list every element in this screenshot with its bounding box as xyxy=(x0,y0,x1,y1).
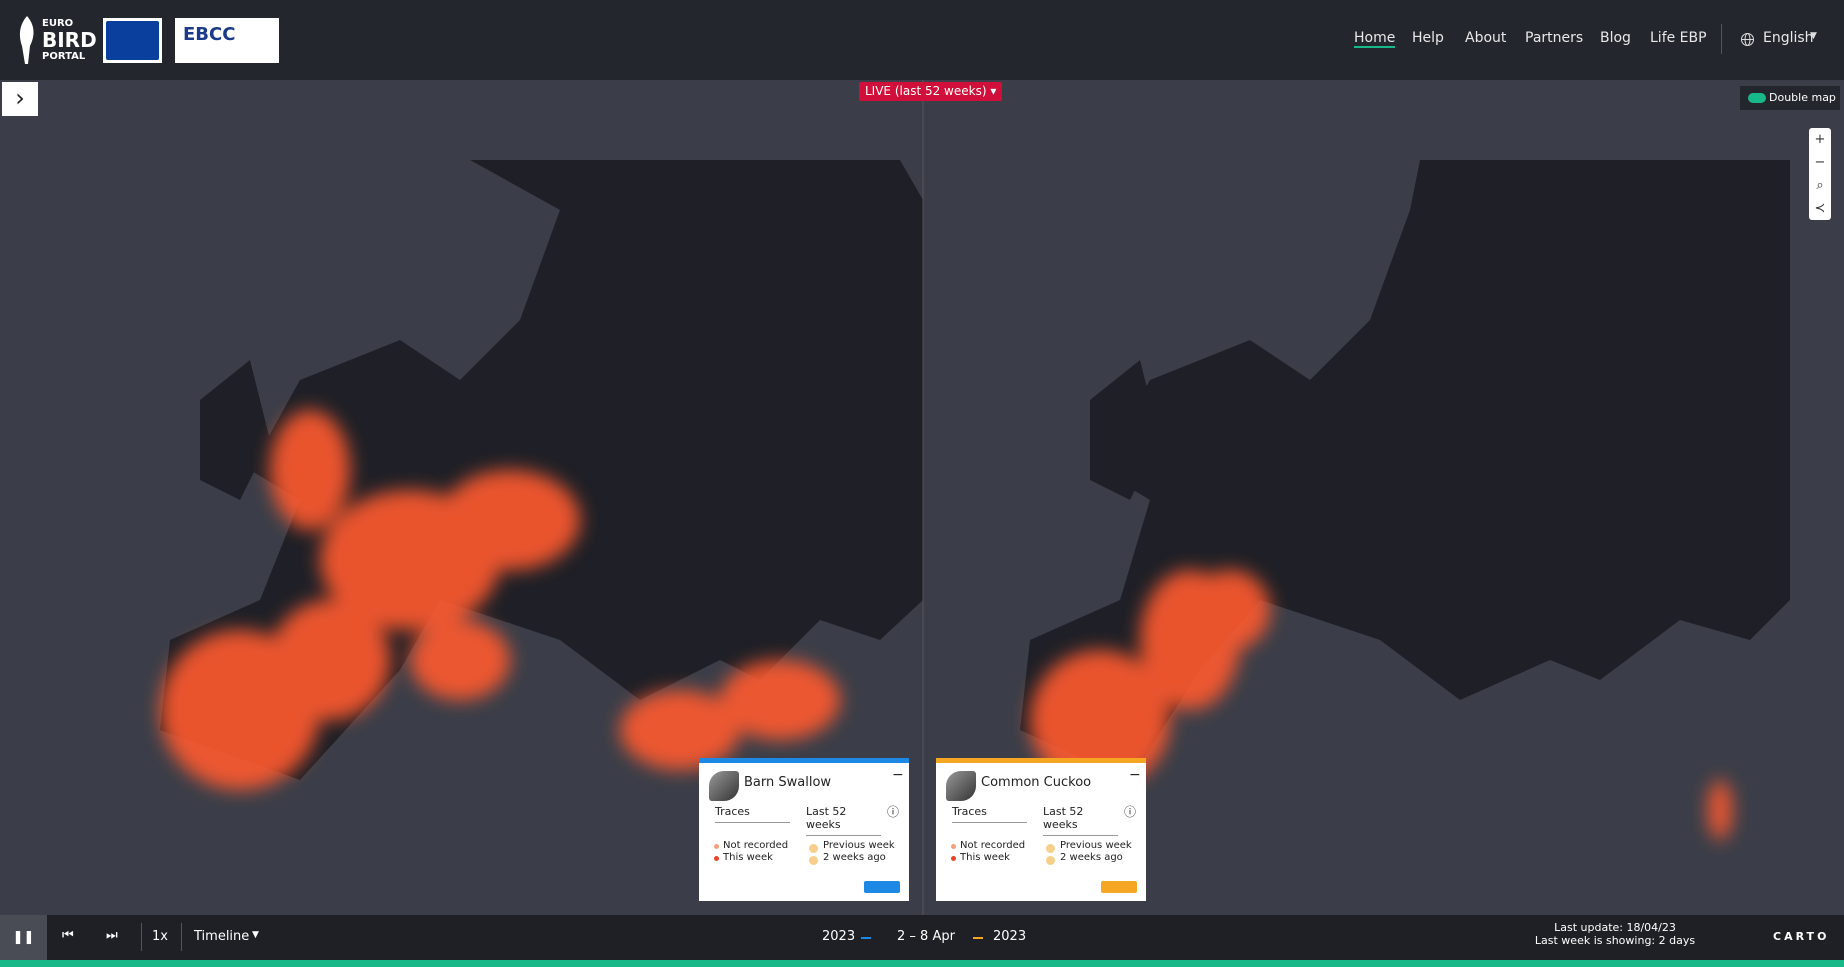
period-select[interactable]: Last 52 weeks xyxy=(1043,805,1118,836)
species-name: Barn Swallow xyxy=(744,775,832,790)
sidebar-toggle[interactable]: › xyxy=(2,82,38,116)
logo-text: EURO xyxy=(42,18,74,29)
legend-dot xyxy=(714,844,719,849)
legend-dot xyxy=(1046,856,1055,865)
nav-link[interactable]: Partners xyxy=(1525,30,1584,46)
year-left: 2023 xyxy=(822,929,856,944)
separator xyxy=(1721,24,1722,54)
legend-dot xyxy=(809,844,818,853)
mode-select[interactable]: Traces xyxy=(715,805,790,823)
last-update: Last update: 18/04/23 xyxy=(1554,921,1676,934)
separator xyxy=(141,923,142,951)
nav-link[interactable]: About xyxy=(1465,30,1507,46)
cuckoo-traces xyxy=(1030,570,1732,840)
card-actions[interactable] xyxy=(1101,881,1137,893)
nav-link[interactable]: Blog xyxy=(1600,30,1631,46)
speed[interactable]: 1x xyxy=(152,929,168,944)
logo-text: PORTAL xyxy=(42,51,86,62)
toggle-label: Double map xyxy=(1769,91,1836,104)
minimize[interactable]: − xyxy=(1129,767,1141,783)
carto-logo: CARTO xyxy=(1773,930,1830,943)
nav-link[interactable]: Help xyxy=(1412,30,1444,46)
caret: ▼ xyxy=(1810,31,1817,41)
legend-dot xyxy=(951,856,956,861)
card-actions[interactable] xyxy=(864,881,900,893)
bird-icon xyxy=(946,771,976,801)
legend-dot xyxy=(951,844,956,849)
species-card: Common Cuckoo − Traces Last 52 weeks ⓘ Not re… xyxy=(936,758,1146,901)
legend-label: Not recorded xyxy=(960,840,1026,851)
zoom-controls: + − ⌕ ≺ xyxy=(1809,128,1831,220)
info-icon: ⓘ xyxy=(887,805,900,819)
timeline-select[interactable]: Timeline xyxy=(194,929,250,944)
footer: ❚❚ ⏮ ⏭ 1x Timeline ▼ 2023 2 – 8 Apr 2023… xyxy=(0,915,1844,960)
legend-label: Previous week xyxy=(823,840,895,851)
prev-button[interactable]: ⏮ xyxy=(62,928,74,943)
info-icon: ⓘ xyxy=(1124,805,1137,819)
language-select[interactable]: English xyxy=(1763,30,1814,46)
double-map-toggle[interactable]: Double map xyxy=(1740,86,1840,110)
nav-link[interactable]: Home xyxy=(1354,30,1396,48)
week: 2 – 8 Apr xyxy=(897,929,955,944)
year-right: 2023 xyxy=(993,929,1027,944)
zoom-in[interactable]: + xyxy=(1814,132,1826,147)
period-select[interactable]: Last 52 weeks xyxy=(806,805,881,836)
pause-button[interactable]: ❚❚ xyxy=(0,915,47,960)
caret: ▼ xyxy=(252,930,259,940)
live-badge[interactable]: LIVE (last 52 weeks) ▾ xyxy=(859,82,1003,101)
bird-icon xyxy=(709,771,739,801)
map-area xyxy=(0,80,1844,915)
minimize[interactable]: − xyxy=(892,767,904,783)
next-button[interactable]: ⏭ xyxy=(106,928,118,943)
update-info: Last update: 18/04/23 Last week is showin… xyxy=(1520,921,1710,947)
ebcc-logo: EBCC xyxy=(175,18,279,63)
search[interactable]: ⌕ xyxy=(1816,178,1824,193)
mode-select[interactable]: Traces xyxy=(952,805,1027,823)
live-label: LIVE (last 52 weeks) xyxy=(865,84,987,98)
orange-marker xyxy=(973,937,983,939)
legend-dot xyxy=(714,856,719,861)
legend-dot xyxy=(809,856,818,865)
legend-dot xyxy=(1046,844,1055,853)
globe-icon xyxy=(1741,33,1754,46)
legend-label: 2 weeks ago xyxy=(823,852,886,863)
legend-label: Not recorded xyxy=(723,840,789,851)
legend-label: This week xyxy=(960,852,1010,863)
species-name: Common Cuckoo xyxy=(981,775,1092,790)
legend-label: This week xyxy=(723,852,773,863)
blue-marker xyxy=(861,937,871,939)
logo-text: BIRD xyxy=(42,28,97,52)
species-card: Barn Swallow − Traces Last 52 weeks ⓘ Not rec… xyxy=(699,758,909,901)
header: EURO BIRD PORTAL EBCC English ▼ Home Help… xyxy=(0,0,1844,80)
life-logo xyxy=(103,18,162,63)
timeline-strip xyxy=(0,960,1844,967)
separator xyxy=(181,923,182,951)
swallow-traces xyxy=(160,410,840,790)
nav-link[interactable]: Life EBP xyxy=(1650,30,1707,46)
legend-label: Previous week xyxy=(1060,840,1132,851)
showing: Last week is showing: 2 days xyxy=(1534,934,1696,947)
legend-label: 2 weeks ago xyxy=(1060,852,1123,863)
share[interactable]: ≺ xyxy=(1814,201,1826,216)
logo-bird xyxy=(19,16,34,64)
zoom-out[interactable]: − xyxy=(1814,155,1826,170)
